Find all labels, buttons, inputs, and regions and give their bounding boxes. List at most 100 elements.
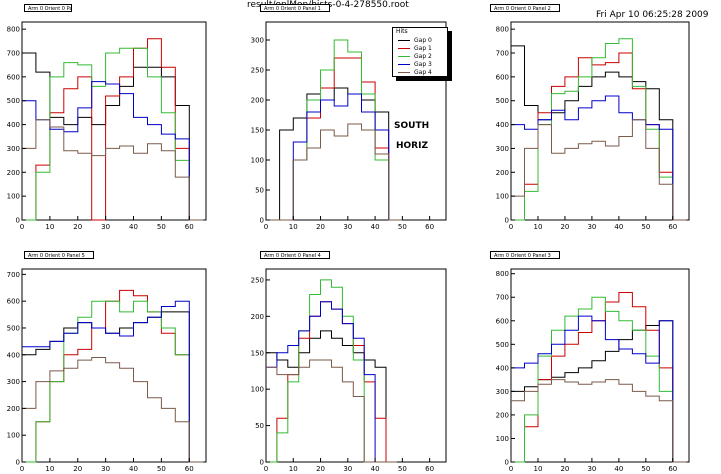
- y-tick-label: 200: [251, 313, 264, 321]
- legend-label-gap0: Gap 0: [414, 36, 432, 44]
- legend-swatch-gap4: [398, 71, 410, 73]
- y-tick-label: 800: [496, 270, 509, 278]
- panel-5-title: Arm 0 Orient 0 Panel 5: [24, 251, 94, 259]
- x-tick-label: 20: [73, 223, 82, 231]
- x-tick-label: 20: [560, 223, 569, 231]
- y-tick-label: 300: [496, 145, 509, 153]
- series-line-gap4: [511, 379, 687, 463]
- x-tick-label: 60: [185, 223, 194, 231]
- legend-label-gap2: Gap 2: [414, 52, 432, 60]
- y-tick-label: 700: [7, 271, 20, 279]
- series-line-gap4: [266, 123, 403, 221]
- y-tick-label: 700: [496, 50, 509, 58]
- plot-frame: [510, 21, 690, 221]
- y-tick-label: 400: [496, 364, 509, 372]
- x-tick-label: 0: [20, 465, 24, 473]
- legend-label-gap4: Gap 4: [414, 68, 432, 76]
- legend-title: Hits: [396, 28, 408, 35]
- y-tick-label: 0: [505, 217, 509, 225]
- y-tick-label: 0: [260, 217, 264, 225]
- y-tick-label: 100: [7, 432, 20, 440]
- y-tick-label: 150: [251, 127, 264, 135]
- y-tick-label: 150: [251, 349, 264, 357]
- x-tick-label: 50: [157, 223, 166, 231]
- x-tick-label: 10: [289, 465, 298, 473]
- x-tick-label: 50: [398, 223, 407, 231]
- x-tick-label: 40: [614, 465, 623, 473]
- legend-entry-gap2: Gap 2: [393, 52, 447, 60]
- y-tick-label: 500: [7, 324, 20, 332]
- panel-3-title: Arm 0 Orient 0 Panel 3: [490, 251, 560, 259]
- timestamp-label: Fri Apr 10 06:25:28 2009: [596, 10, 709, 20]
- x-tick-label: 10: [45, 223, 54, 231]
- x-tick-label: 30: [343, 223, 352, 231]
- x-tick-label: 0: [264, 465, 268, 473]
- x-tick-label: 60: [668, 223, 677, 231]
- legend-label-gap1: Gap 1: [414, 44, 432, 52]
- y-tick-label: 0: [16, 217, 20, 225]
- y-tick-label: 600: [7, 73, 20, 81]
- annotation-horiz: HORIZ: [396, 141, 428, 151]
- y-tick-label: 100: [496, 435, 509, 443]
- y-tick-label: 100: [251, 386, 264, 394]
- y-tick-label: 300: [496, 388, 509, 396]
- y-tick-label: 200: [496, 411, 509, 419]
- x-tick-label: 10: [45, 465, 54, 473]
- y-tick-label: 300: [7, 145, 20, 153]
- x-tick-label: 0: [509, 465, 513, 473]
- plot-frame: [265, 268, 447, 463]
- x-tick-label: 30: [587, 223, 596, 231]
- x-tick-label: 30: [343, 465, 352, 473]
- plot-frame: [21, 268, 207, 463]
- x-tick-label: 0: [20, 223, 24, 231]
- legend: Hits Gap 0 Gap 1 Gap 2 Gap 3 Gap 4: [392, 27, 448, 77]
- legend-entry-gap0: Gap 0: [393, 36, 447, 44]
- x-tick-label: 50: [641, 223, 650, 231]
- y-tick-label: 700: [496, 294, 509, 302]
- series-line-gap4: [22, 357, 204, 463]
- annotation-south: SOUTH: [394, 121, 430, 131]
- y-tick-label: 0: [260, 459, 264, 467]
- legend-swatch-gap1: [398, 47, 410, 49]
- series-line-gap1: [22, 38, 204, 221]
- y-tick-label: 300: [7, 378, 20, 386]
- y-tick-label: 800: [496, 26, 509, 34]
- y-tick-label: 50: [255, 187, 264, 195]
- x-tick-label: 10: [534, 465, 543, 473]
- x-tick-label: 10: [289, 223, 298, 231]
- x-tick-label: 30: [101, 465, 110, 473]
- y-tick-label: 100: [251, 157, 264, 165]
- series-line-gap2: [22, 47, 204, 221]
- y-tick-label: 400: [7, 121, 20, 129]
- series-line-gap0: [266, 330, 397, 463]
- x-tick-label: 20: [316, 465, 325, 473]
- y-tick-label: 0: [16, 459, 20, 467]
- y-tick-label: 250: [251, 67, 264, 75]
- series-line-gap3: [22, 81, 204, 221]
- x-tick-label: 40: [371, 465, 380, 473]
- x-tick-label: 30: [101, 223, 110, 231]
- series-line-gap3: [511, 95, 687, 221]
- x-tick-label: 40: [129, 223, 138, 231]
- legend-swatch-gap3: [398, 63, 410, 65]
- y-tick-label: 0: [505, 459, 509, 467]
- series-line-gap4: [22, 119, 204, 221]
- y-tick-label: 700: [7, 50, 20, 58]
- y-tick-label: 50: [255, 422, 264, 430]
- x-tick-label: 10: [534, 223, 543, 231]
- legend-label-gap3: Gap 3: [414, 60, 432, 68]
- x-tick-label: 60: [425, 465, 434, 473]
- x-tick-label: 20: [73, 465, 82, 473]
- series-line-gap4: [511, 119, 687, 221]
- y-tick-label: 600: [496, 317, 509, 325]
- legend-swatch-gap0: [398, 39, 410, 41]
- y-tick-label: 100: [7, 193, 20, 201]
- y-tick-label: 600: [7, 298, 20, 306]
- series-line-gap3: [266, 301, 397, 463]
- x-tick-label: 30: [587, 465, 596, 473]
- y-tick-label: 500: [7, 97, 20, 105]
- y-tick-label: 500: [496, 341, 509, 349]
